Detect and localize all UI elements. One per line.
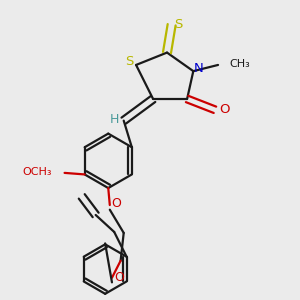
Text: OCH₃: OCH₃ (23, 167, 52, 177)
Text: S: S (174, 18, 183, 31)
Text: O: O (114, 271, 124, 284)
Text: O: O (112, 197, 122, 210)
Text: O: O (219, 103, 230, 116)
Text: H: H (110, 112, 119, 126)
Text: S: S (125, 56, 134, 68)
Text: N: N (194, 61, 204, 74)
Text: CH₃: CH₃ (230, 59, 250, 69)
